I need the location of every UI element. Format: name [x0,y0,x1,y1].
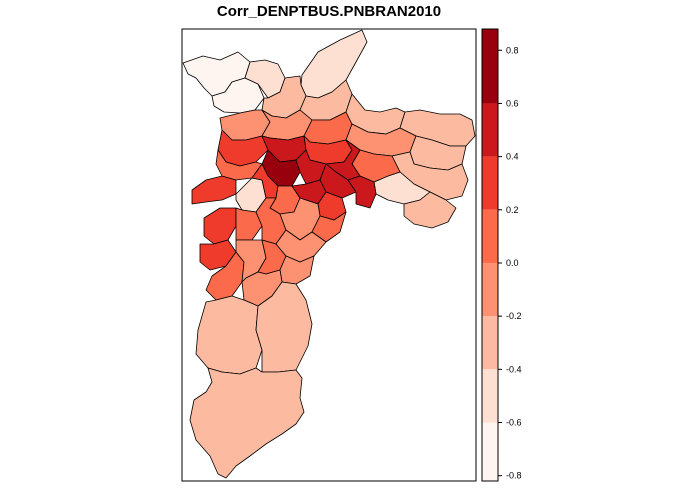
district-region [195,295,263,375]
legend-bin [482,316,498,370]
legend-tick-label: 0.4 [506,152,519,162]
legend-bin [482,209,498,263]
district-region [189,367,305,479]
district-region [235,207,263,241]
district-region [203,207,237,245]
legend-bin [482,156,498,210]
legend-tick-label: -0.4 [506,364,522,374]
district-region [300,29,368,99]
district-regions [182,29,476,479]
legend-tick-label: -0.6 [506,418,522,428]
district-region [347,175,377,209]
legend-bin [482,422,498,481]
map-frame [181,28,477,482]
legend-bin [482,369,498,423]
color-legend: 0.8 0.6 0.4 0.2 0.0 -0.2 -0.4 -0.6 -0.8 [481,28,522,482]
legend-tick-label: 0.8 [506,45,519,55]
legend-tick-label: 0.0 [506,258,519,268]
legend-bin [482,29,498,104]
legend-tick-label: -0.8 [506,471,522,481]
map-title: Corr_DENPTBUS.PNBRAN2010 [216,3,442,20]
legend-frame [481,28,499,482]
legend-tick-label: -0.2 [506,311,522,321]
district-region [191,175,237,205]
legend-tick-label: 0.6 [506,98,519,108]
district-region [255,281,313,373]
district-region [403,191,457,229]
legend-bin [482,262,498,317]
legend-tick-label: 0.2 [506,205,519,215]
legend-bin [482,103,498,157]
